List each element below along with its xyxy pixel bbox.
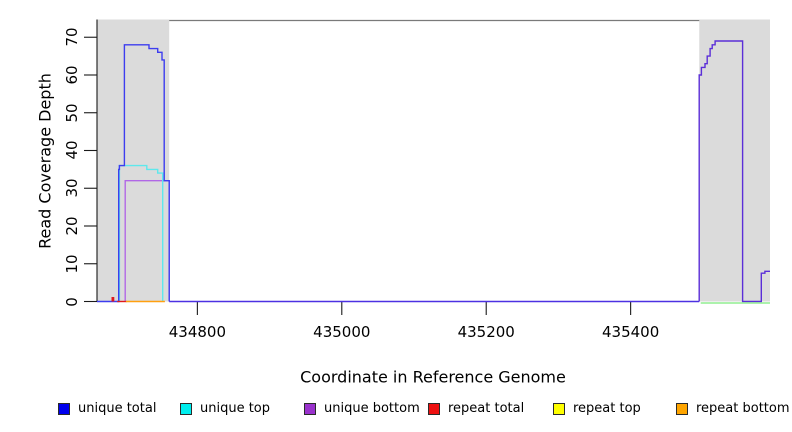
legend-item-unique-total: unique total [58, 401, 156, 416]
legend-swatch-repeat-top [553, 402, 565, 415]
y-tick-label: 50 [63, 103, 81, 123]
y-axis-title: Read Coverage Depth [35, 73, 55, 249]
x-tick-label: 435200 [457, 323, 515, 341]
y-tick-label: 70 [63, 27, 81, 47]
x-axis-title: Coordinate in Reference Genome [300, 367, 566, 387]
y-tick-label: 20 [63, 216, 81, 236]
legend-label: unique total [78, 401, 157, 416]
x-tick-label: 435000 [313, 323, 371, 341]
y-tick-label: 0 [63, 296, 81, 307]
legend-swatch-repeat-bottom [676, 402, 688, 415]
legend-swatch-unique-bottom [304, 402, 316, 415]
y-tick-label: 10 [63, 254, 81, 274]
y-tick-label: 60 [63, 65, 81, 85]
y-tick-label: 40 [63, 140, 81, 161]
legend-label: repeat total [448, 401, 525, 416]
legend-item-unique-top: unique top [180, 401, 270, 416]
legend-swatch-repeat-total [428, 402, 440, 415]
legend-item-repeat-bottom: repeat bottom [676, 401, 790, 416]
series-line-unique-total-over-unique-bottom-right-block [698, 40, 770, 303]
shaded-region-1 [699, 19, 770, 302]
series-line-unique-total [97, 44, 170, 303]
x-tick-label: 434800 [168, 323, 226, 341]
legend-label: repeat top [573, 401, 641, 416]
legend-label: unique bottom [324, 401, 420, 416]
legend-item-repeat-top: repeat top [553, 401, 641, 416]
legend-label: unique top [200, 401, 271, 416]
legend-swatch-unique-total [58, 402, 70, 415]
legend-item-repeat-total: repeat total [428, 401, 524, 416]
x-tick-label: 435400 [601, 323, 660, 341]
y-tick-label: 30 [63, 178, 81, 198]
legend-label: repeat bottom [696, 401, 790, 416]
legend-swatch-unique-top [180, 402, 192, 415]
series-line-repeat-total [111, 297, 115, 302]
shaded-region-0 [97, 19, 170, 302]
legend-item-unique-bottom: unique bottom [304, 401, 420, 416]
